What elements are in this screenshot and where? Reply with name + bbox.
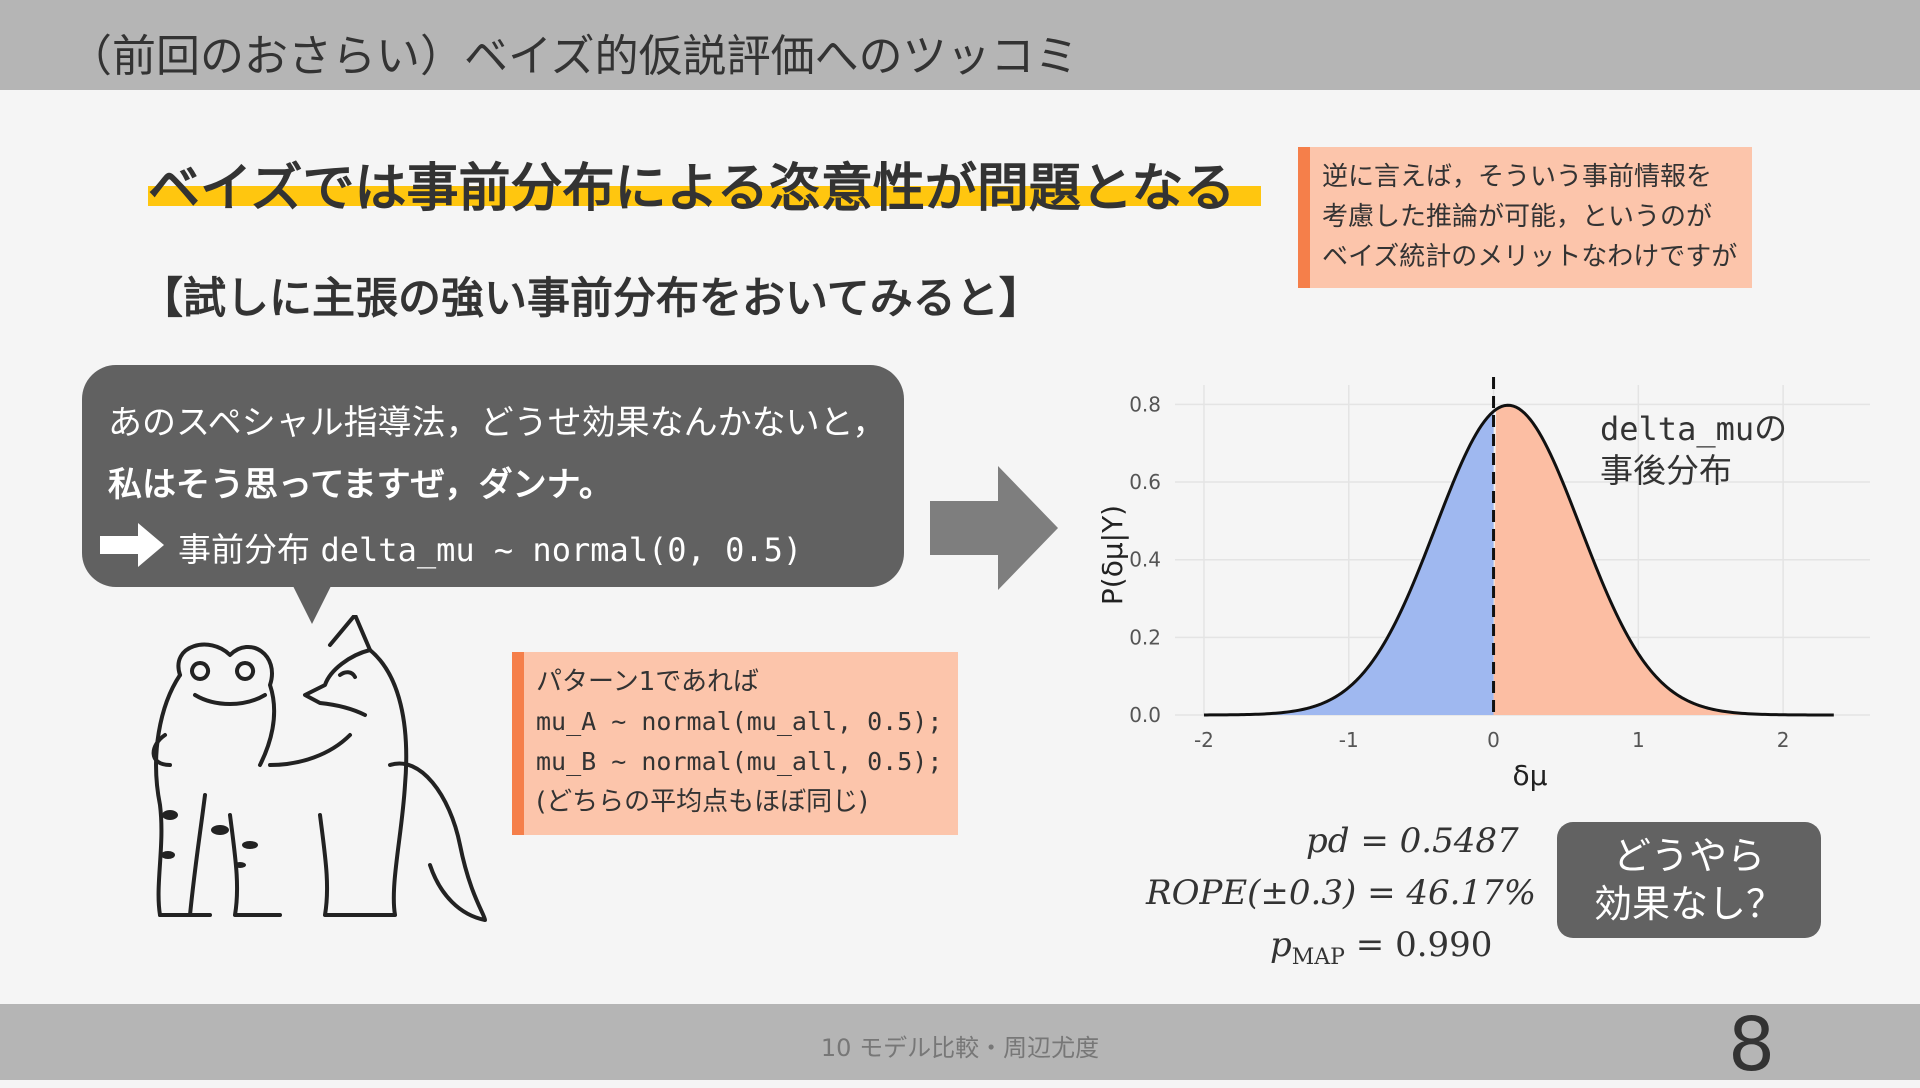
note-merit: 逆に言えば，そういう事前情報を 考慮した推論が可能，というのが ベイズ統計のメリ… (1298, 147, 1752, 288)
stat-map-p: p (1270, 925, 1292, 965)
x-tick-label: -1 (1339, 728, 1359, 752)
x-axis-label: δμ (1513, 759, 1548, 792)
annotation-line2: 事後分布 (1600, 451, 1732, 490)
y-tick-label: 0.6 (1129, 470, 1161, 494)
stat-map-value: = 0.990 (1344, 925, 1493, 965)
conclusion-line: 効果なし？ (1593, 882, 1784, 926)
chart-curve (1203, 403, 1834, 717)
x-tick-label: 2 (1777, 728, 1790, 752)
frog-and-fox-illustration (151, 615, 487, 922)
bubble-line: あのスペシャル指導法，どうせ効果なんかないと， (108, 403, 887, 443)
y-tick-label: 0.4 (1129, 548, 1161, 572)
conclusion-line: どうやら (1612, 834, 1765, 878)
stats-block: pd = 0.5487 ROPE(±0.3) = 46.17% pMAP = 0… (1120, 815, 1540, 971)
arrow-right-icon (930, 466, 1058, 590)
x-tick-label: -2 (1194, 728, 1214, 752)
prior-code: delta_mu ~ normal(0, 0.5) (320, 531, 803, 569)
x-tick-label: 1 (1632, 728, 1645, 752)
posterior-chart: -2 -1 0 1 2 0.0 0.2 0.4 0.6 0.8 P(δμ|Y) δμ (1096, 377, 1870, 792)
speech-bubble: あのスペシャル指導法，どうせ効果なんかないと， 私はそう思ってますぜ，ダンナ。 … (82, 365, 904, 587)
note-pattern: パターン1であれば mu_A ~ normal(mu_all, 0.5); mu… (512, 652, 958, 835)
note-line: 逆に言えば，そういう事前情報を (1322, 162, 1713, 192)
page-number: 8 (1728, 1002, 1776, 1088)
footer-bar: 10 モデル比較・周辺尤度 8 (0, 1002, 1920, 1088)
conclusion-box: どうやら 効果なし？ (1557, 822, 1821, 938)
slide-title: （前回のおさらい）ベイズ的仮説評価へのツッコミ (68, 31, 1079, 82)
y-tick-label: 0.2 (1129, 625, 1161, 649)
arrow-right-icon (100, 523, 164, 567)
bubble-line-bold: 私はそう思ってますぜ，ダンナ。 (108, 465, 613, 505)
chart-annotation: delta_muの 事後分布 (1600, 408, 1787, 492)
chart-fills (1203, 405, 1834, 715)
code-line: mu_A ~ normal(mu_all, 0.5); (536, 707, 943, 736)
annotation-code: delta_mu (1600, 410, 1755, 448)
code-line: mu_B ~ normal(mu_all, 0.5); (536, 747, 943, 776)
y-tick-label: 0.8 (1129, 392, 1161, 416)
x-tick-label: 0 (1487, 728, 1500, 752)
note-title: パターン1であれば (536, 667, 759, 697)
prior-statement: 事前分布 delta_mu ~ normal(0, 0.5) (178, 523, 802, 571)
stat-map-sub: MAP (1291, 944, 1345, 970)
density-curve (1203, 403, 1834, 717)
stat-pd: pd = 0.5487 (1306, 821, 1519, 861)
note-line: ベイズ統計のメリットなわけですが (1322, 242, 1738, 272)
main-heading: ベイズでは事前分布による恣意性が問題となる (148, 159, 1236, 219)
subheading: 【試しに主張の強い事前分布をおいてみると】 (140, 274, 1042, 324)
y-axis-label: P(δμ|Y) (1096, 505, 1129, 605)
heading-highlight (148, 186, 1261, 206)
chart-ticks: -2 -1 0 1 2 0.0 0.2 0.4 0.6 0.8 (1129, 392, 1789, 752)
stat-rope: ROPE(±0.3) = 46.17% (1146, 873, 1537, 913)
header-bar: （前回のおさらい）ベイズ的仮説評価へのツッコミ (0, 0, 1920, 90)
annotation-text: の (1754, 409, 1788, 448)
y-tick-label: 0.0 (1129, 703, 1161, 727)
fill-above-zero (1493, 405, 1834, 715)
chapter-label: 10 モデル比較・周辺尤度 (820, 1034, 1100, 1062)
note-footer: (どちらの平均点もほぼ同じ) (536, 787, 869, 817)
note-line: 考慮した推論が可能，というのが (1322, 202, 1713, 232)
fill-below-zero (1203, 411, 1494, 715)
bubble-tail (292, 584, 332, 624)
prior-label: 事前分布 (178, 530, 310, 569)
